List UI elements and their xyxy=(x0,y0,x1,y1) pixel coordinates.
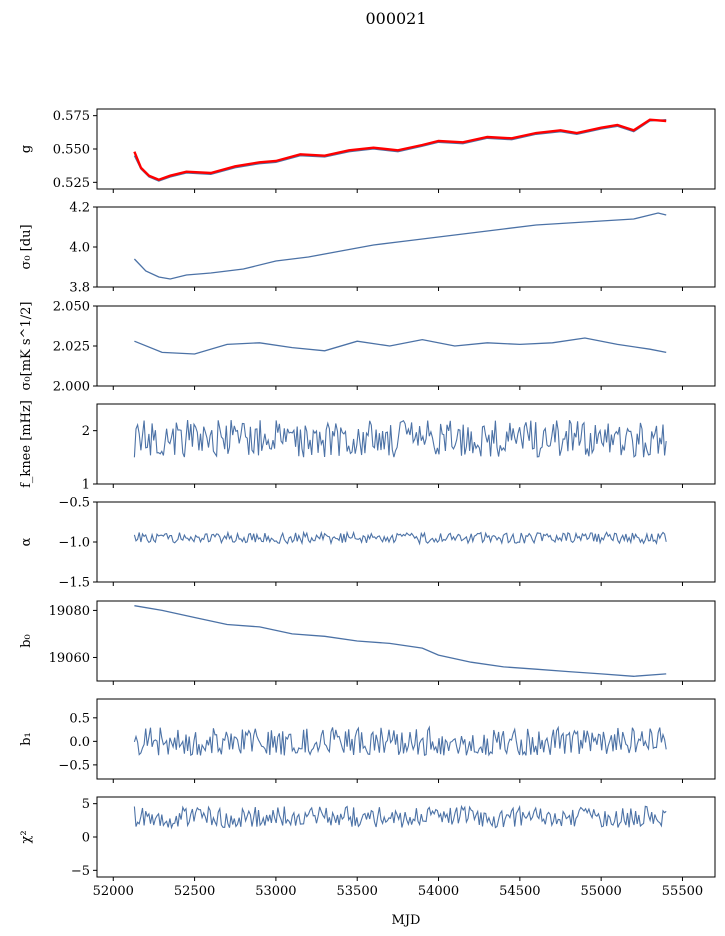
subplot-7: −0.5 0.0 0.5 b₁ xyxy=(19,698,716,783)
y-tick-label: 2.050 xyxy=(53,300,90,315)
axes-frame xyxy=(96,501,716,583)
y-tick-label: 3.8 xyxy=(69,281,90,296)
y-tick-label: 4.0 xyxy=(69,241,90,256)
series-line-2 xyxy=(133,118,667,181)
x-tick-label: 53000 xyxy=(255,884,296,899)
series-line-1 xyxy=(133,804,667,830)
y-tick-label: 2 xyxy=(82,424,90,439)
x-tick-label: 55500 xyxy=(662,884,703,899)
y-tick-label: 0.550 xyxy=(53,143,90,158)
plot-area xyxy=(133,725,667,757)
subplot-8: −5 0 5 52000 52500 53000 53500 54000 54500 55000 5… xyxy=(19,796,716,899)
subplot-5: −1.5 −1.0 −0.5 α xyxy=(19,496,716,591)
series-line-1 xyxy=(134,605,667,677)
axes-frame xyxy=(96,698,716,780)
y-tick-label: 4.2 xyxy=(69,201,90,216)
x-tick-label: 52000 xyxy=(93,884,134,899)
y-tick-label: −5 xyxy=(71,864,90,879)
x-tick-label: 53500 xyxy=(337,884,378,899)
y-tick-label: 2.000 xyxy=(53,380,90,395)
x-tick-label: 54500 xyxy=(499,884,540,899)
y-tick-label: −0.5 xyxy=(58,758,90,773)
series-line-1 xyxy=(133,119,667,182)
subplot-4: 1 2 f_knee [mHz] xyxy=(19,400,716,493)
figure-title: 000021 xyxy=(365,9,426,28)
y-axis-label: α xyxy=(19,537,34,546)
y-tick-label: 0.5 xyxy=(69,711,90,726)
series-line-1 xyxy=(133,419,667,458)
y-axis-label: b₁ xyxy=(19,732,34,746)
series-line-1 xyxy=(133,725,667,757)
y-tick-label: −1.5 xyxy=(58,576,90,591)
series-line-1 xyxy=(133,212,667,280)
y-tick-label: 19060 xyxy=(49,651,90,666)
y-tick-label: 2.025 xyxy=(53,340,90,355)
y-axis-label: σ₀ [du] xyxy=(19,224,34,269)
y-tick-label: 5 xyxy=(82,797,90,812)
y-tick-label: 0 xyxy=(82,831,90,846)
x-tick-label: 52500 xyxy=(174,884,215,899)
subplot-3: 2.000 2.025 2.050 σ₀[mK s^1/2] xyxy=(19,300,716,395)
y-axis-label: b₀ xyxy=(19,634,34,648)
plot-area xyxy=(133,804,667,830)
series-line-1 xyxy=(134,337,667,355)
axes-frame xyxy=(96,305,716,387)
plot-area xyxy=(133,419,667,458)
y-axis-label: σ₀[mK s^1/2] xyxy=(19,302,34,391)
y-tick-label: 0.525 xyxy=(53,176,90,191)
y-tick-label: 0.0 xyxy=(69,735,90,750)
y-tick-label: 0.575 xyxy=(53,109,90,124)
axes-frame xyxy=(96,600,716,682)
y-tick-label: −0.5 xyxy=(58,496,90,511)
plot-area xyxy=(133,530,667,546)
series-line-1 xyxy=(133,530,667,546)
plot-area xyxy=(133,212,667,280)
y-axis-label: g xyxy=(19,145,34,153)
x-tick-label: 54000 xyxy=(418,884,459,899)
plot-area xyxy=(134,337,667,355)
axes-frame xyxy=(96,403,716,485)
y-tick-label: 19080 xyxy=(49,604,90,619)
y-tick-label: 1 xyxy=(82,478,90,493)
x-axis-label: MJD xyxy=(392,913,421,928)
plot-area xyxy=(133,118,667,182)
y-tick-label: −1.0 xyxy=(58,536,90,551)
x-tick-label: 55000 xyxy=(580,884,621,899)
y-axis-label: χ² xyxy=(19,830,34,843)
y-axis-label: f_knee [mHz] xyxy=(19,400,34,488)
subplot-2: 3.8 4.0 4.2 σ₀ [du] xyxy=(19,201,716,296)
subplot-1: 0.525 0.550 0.575 g xyxy=(19,108,716,193)
plot-area xyxy=(134,605,667,677)
subplot-6: 19060 19080 b₀ xyxy=(19,600,716,685)
